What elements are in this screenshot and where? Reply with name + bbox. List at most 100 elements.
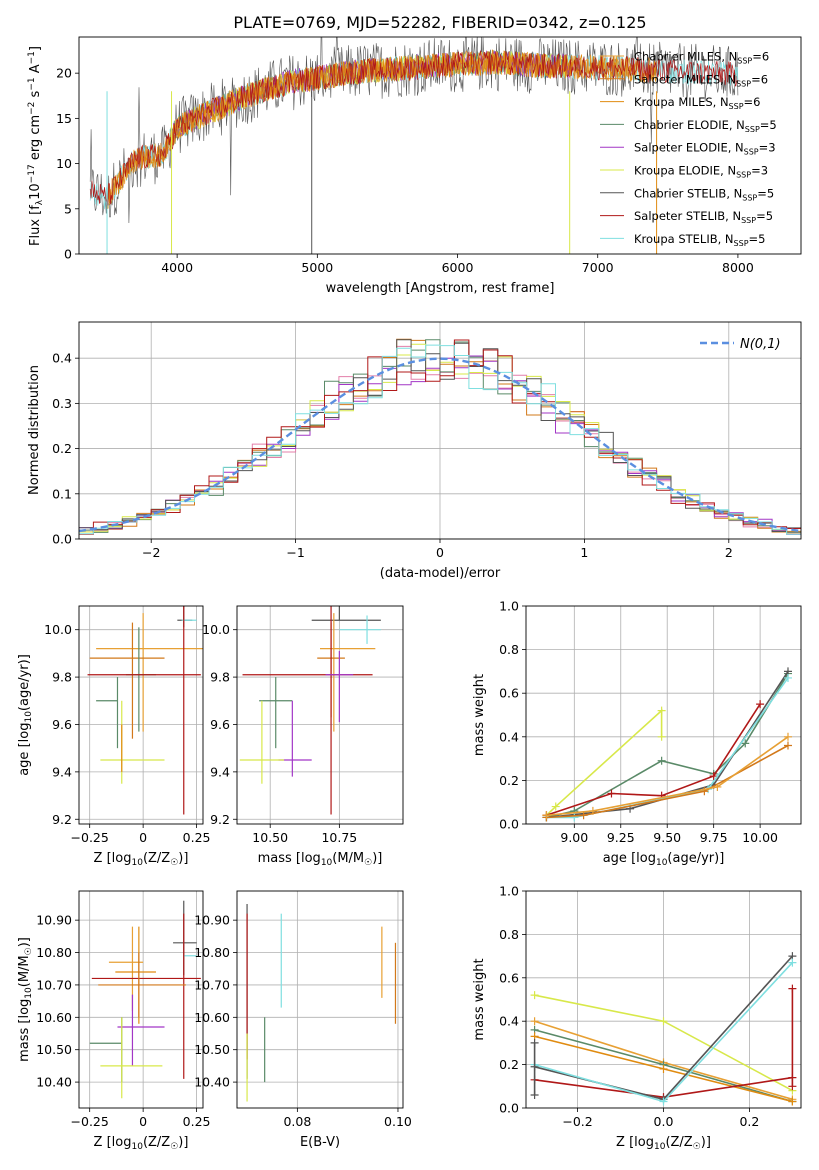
axes-frame <box>78 890 204 1109</box>
x-tick-label: 10.00 <box>742 830 778 845</box>
label-part: 10 <box>654 1142 666 1152</box>
errorbar-point <box>278 700 312 777</box>
y-axis-label: mass [log10(M/M☉)] <box>17 937 34 1062</box>
y-tick-label: 9.2 <box>210 812 230 827</box>
weight-marker <box>657 732 666 741</box>
weight-marker <box>788 984 797 993</box>
weight-marker <box>551 802 560 811</box>
errorbar-point <box>96 677 119 749</box>
label-part: 10 <box>132 1142 144 1152</box>
weight-line <box>545 708 663 816</box>
legend-text: =5 <box>757 186 774 200</box>
legend-label: Chabrier ELODIE, NSSP=5 <box>634 118 777 134</box>
y-tick-label: 9.6 <box>210 717 230 732</box>
plot-area <box>89 37 739 254</box>
label-part: mass [ <box>258 851 301 866</box>
label-part: age [ <box>17 742 32 775</box>
weight-marker <box>657 756 666 765</box>
legend-text: Chabrier MILES, N <box>634 50 737 64</box>
weight-marker <box>530 1090 539 1099</box>
legend-text: Salpeter STELIB, N <box>634 209 741 223</box>
gaussian-reference-curve <box>79 357 801 533</box>
x-axis-label: wavelength [Angstrom, rest frame] <box>326 281 555 296</box>
spectrum-line <box>89 50 739 206</box>
legend-text: =3 <box>759 141 776 155</box>
y-tick-label: 0.0 <box>52 532 72 547</box>
x-tick-label: −2 <box>142 545 160 560</box>
y-tick-label: 0.2 <box>52 441 72 456</box>
label-part: mass weight <box>472 958 487 1040</box>
weight-marker <box>783 741 792 750</box>
weight-marker <box>588 806 597 815</box>
panel-weight_vs_Z: −0.2 0.0 0.2 0.0 0.2 0.4 0.6 0.8 1.0 Z [log10(Z/Z… <box>472 884 802 1152</box>
y-tick-label: 0.1 <box>52 486 72 501</box>
label-part: 10 <box>24 987 34 999</box>
y-tick-label: 0.6 <box>499 970 519 985</box>
plot-area <box>79 322 801 539</box>
errorbar-point <box>98 952 186 1018</box>
label-part: −1 <box>27 77 37 90</box>
x-tick-label: 0 <box>139 1114 147 1129</box>
axes-frame <box>78 36 802 255</box>
errorbar-point <box>91 913 201 1079</box>
label-part: log <box>634 1135 654 1150</box>
errorbar-point <box>173 900 197 976</box>
weight-line <box>546 736 789 817</box>
weight-marker <box>756 700 765 709</box>
x-tick-label: 0 <box>139 830 147 845</box>
panel-mass_vs_ebv: 0.08 0.10 10.40 10.50 10.60 10.70 10.80 10.90 E(… <box>194 890 412 1150</box>
y-tick-label: 10.0 <box>202 622 230 637</box>
y-tick-label: 10.0 <box>44 622 72 637</box>
label-part: 10 <box>656 858 668 868</box>
plot-area <box>79 891 203 1108</box>
errorbar-point <box>100 1017 163 1099</box>
plot-area <box>237 891 403 1108</box>
legend-sub: SSP <box>734 239 749 248</box>
legend-text: =5 <box>756 209 773 223</box>
x-tick-label: 8000 <box>722 260 754 275</box>
axes-frame <box>78 321 802 540</box>
x-tick-label: −0.25 <box>71 1114 109 1129</box>
x-tick-label: 0 <box>436 545 444 560</box>
y-tick-label: 10.40 <box>36 1075 72 1090</box>
legend-text: =5 <box>749 232 766 246</box>
label-part: (age/yr)] <box>17 654 32 711</box>
legend-sub: SSP <box>737 57 752 66</box>
panel-residuals: −2 −1 0 1 2 0.0 0.1 0.2 0.3 0.4 (data-model)/error… <box>27 321 802 581</box>
y-tick-label: 1.0 <box>499 599 519 614</box>
y-axis-label: mass weight <box>472 958 487 1040</box>
x-tick-label: 0.25 <box>183 1114 211 1129</box>
legend-sub: SSP <box>741 216 756 225</box>
y-tick-label: 0.6 <box>499 686 519 701</box>
label-part: Z [ <box>94 1135 112 1150</box>
label-part: A <box>28 64 43 77</box>
label-part: (Z/Z <box>143 1135 170 1150</box>
panel-age_vs_mass: 10.50 10.75 9.2 9.4 9.6 9.8 10.0 mass [log10(M/… <box>202 605 404 868</box>
x-tick-label: 6000 <box>442 260 474 275</box>
y-tick-label: 10.50 <box>36 1042 72 1057</box>
y-tick-label: 10.90 <box>194 913 230 928</box>
errorbar-point <box>339 615 381 644</box>
y-tick-label: 10.40 <box>194 1075 230 1090</box>
legend-text: =6 <box>752 50 769 64</box>
legend-text: Salpeter MILES, N <box>634 72 736 86</box>
legend-label: N(0,1) <box>740 337 781 352</box>
y-tick-label: 0.0 <box>499 817 519 832</box>
axes-frame <box>525 890 802 1109</box>
y-tick-label: 10.80 <box>36 945 72 960</box>
label-part: log <box>17 999 32 1019</box>
y-tick-label: 0.8 <box>499 642 519 657</box>
y-tick-label: 10.60 <box>194 1010 230 1025</box>
axes-frame <box>78 605 204 825</box>
x-axis-label: E(B-V) <box>300 1135 340 1150</box>
panel-spectrum: 4000 5000 6000 7000 8000 0 5 10 15 20 wavelength [… <box>27 36 802 296</box>
legend-text: =3 <box>751 164 768 178</box>
label-part: wavelength [Angstrom, rest frame] <box>326 281 555 296</box>
weight-marker <box>607 789 616 798</box>
label-part: 10 <box>132 858 144 868</box>
label-part: s <box>28 90 43 101</box>
x-tick-label: −0.2 <box>562 1114 592 1129</box>
errorbar-point <box>311 606 381 621</box>
legend-label: Chabrier MILES, NSSP=6 <box>634 50 769 66</box>
errorbar-point <box>108 926 144 1011</box>
